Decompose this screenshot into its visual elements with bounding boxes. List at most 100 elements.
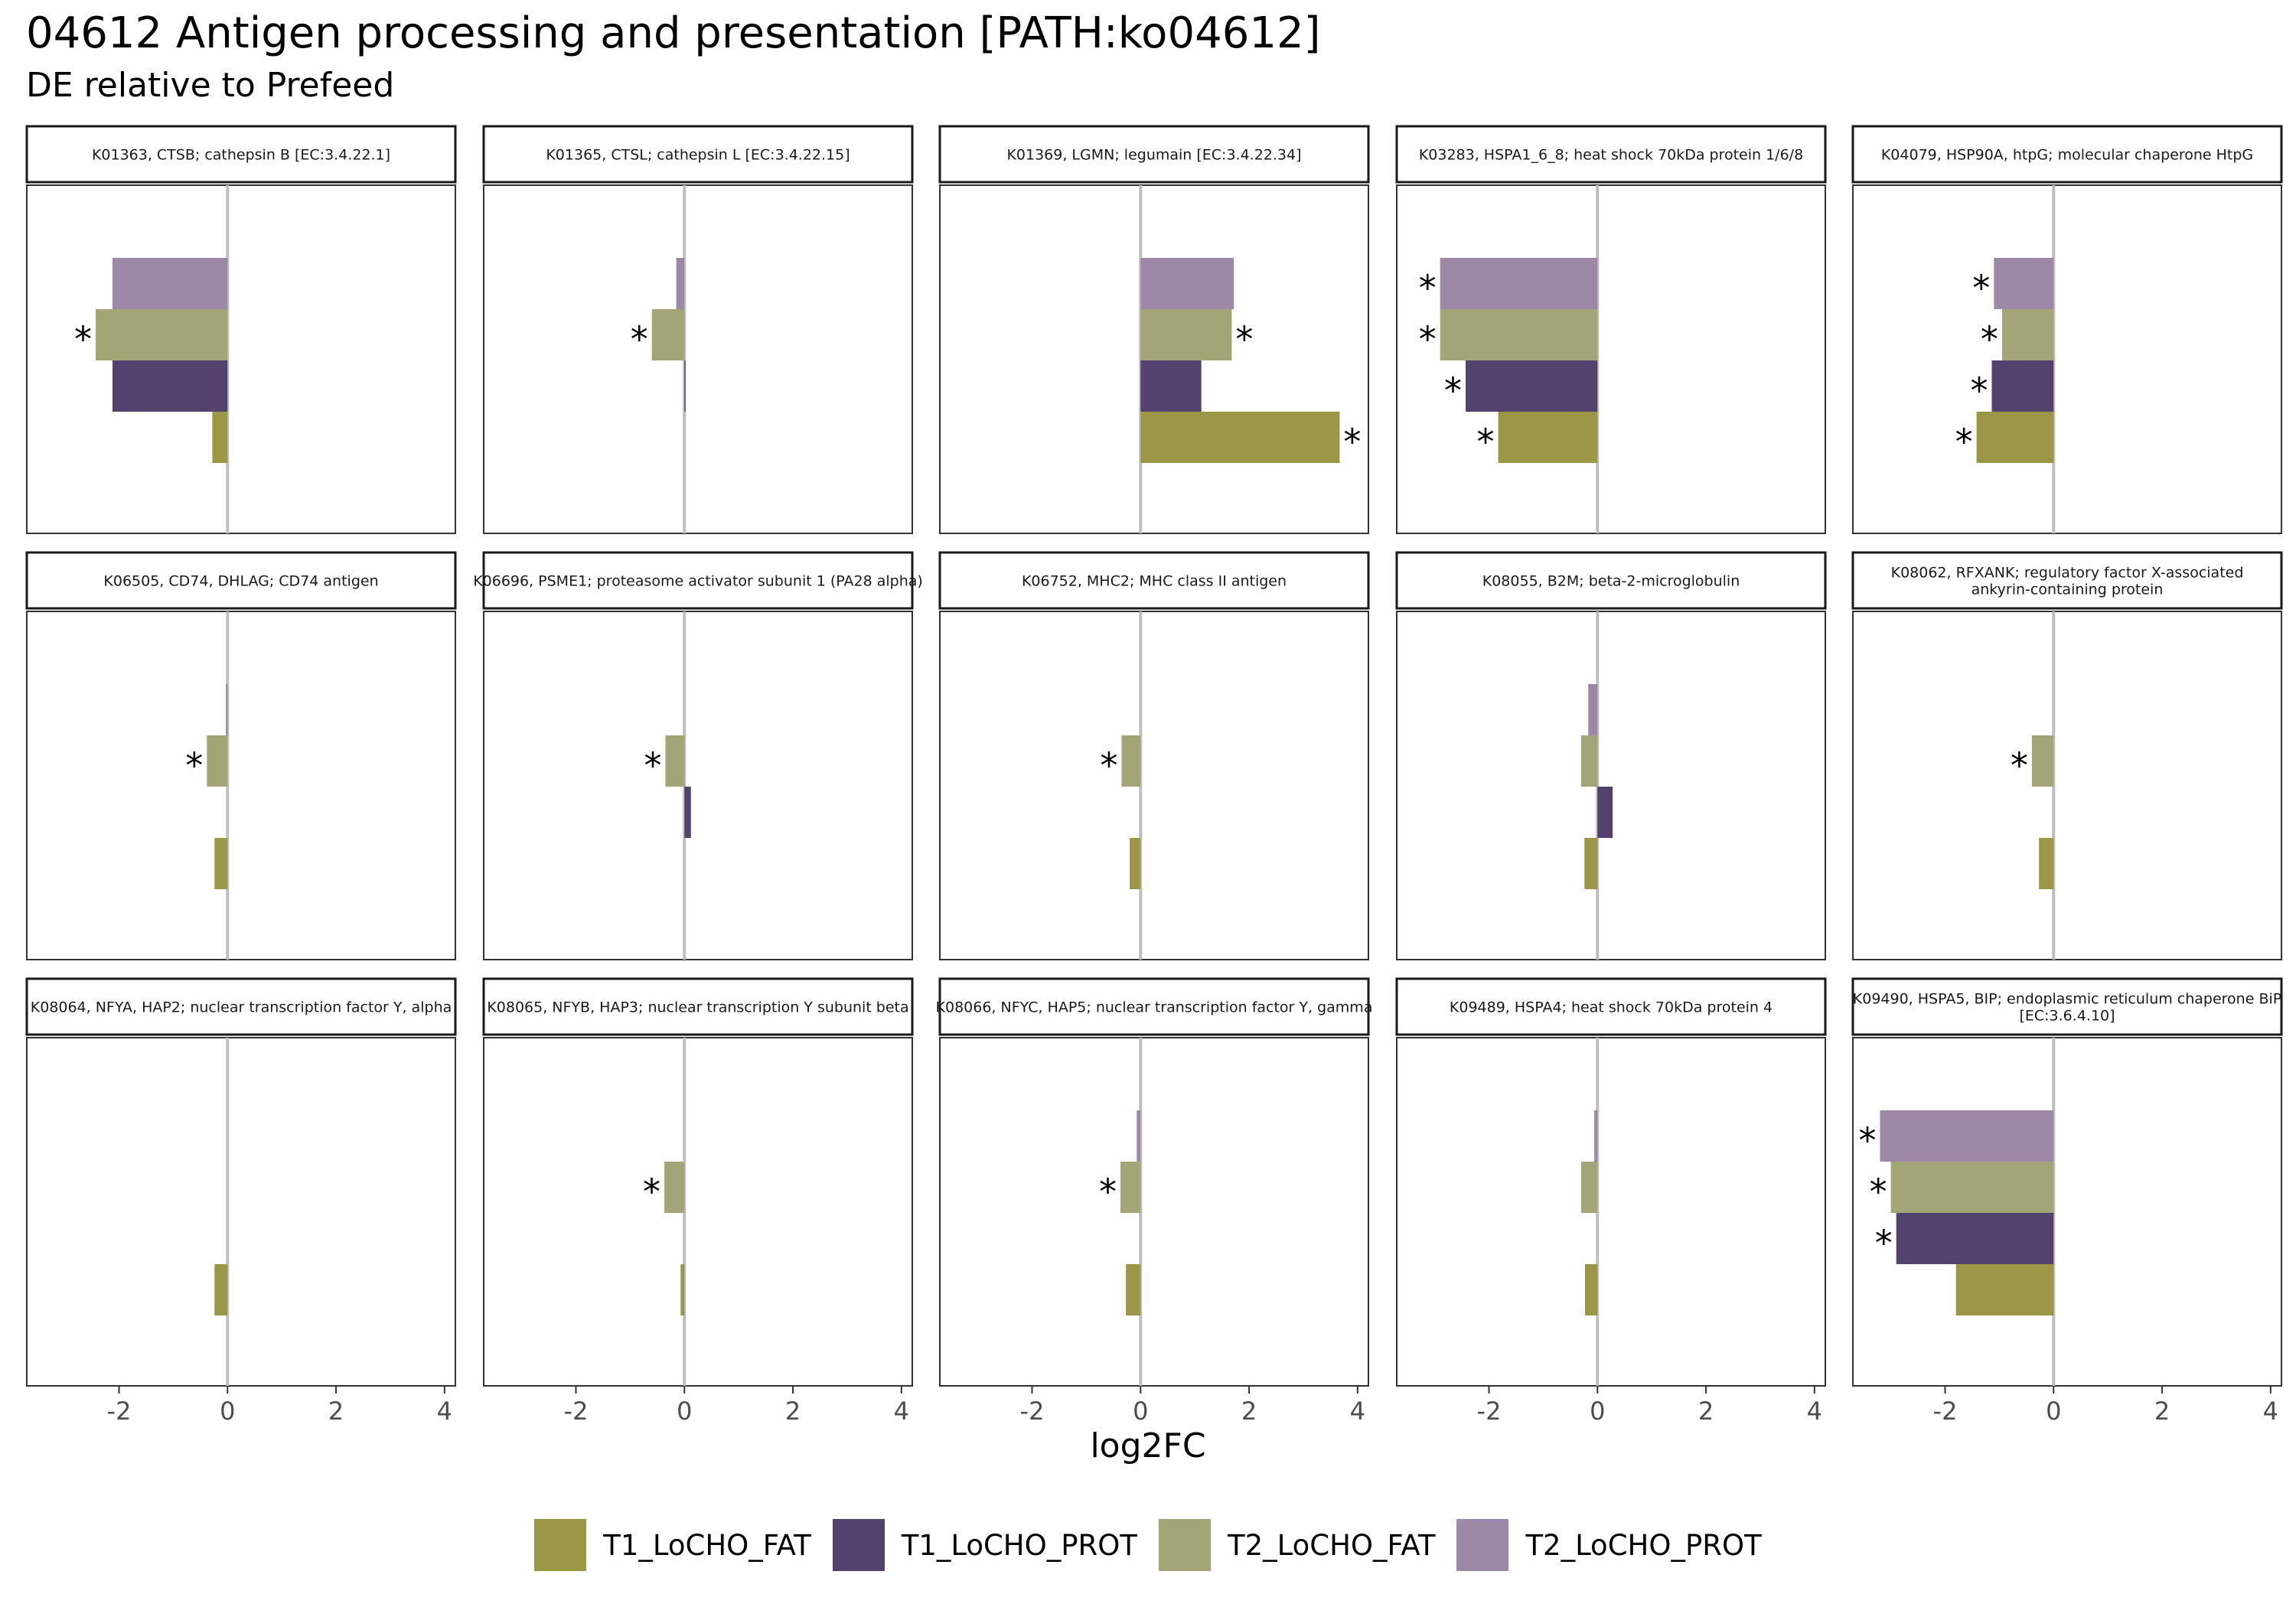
bar-t1-locho-fat [1126, 1264, 1141, 1315]
significance-marker: * [2011, 745, 2028, 787]
significance-marker: * [1419, 319, 1437, 360]
bar-t1-locho-fat [214, 838, 228, 889]
bar-t2-locho-prot [1880, 1110, 2054, 1162]
bar-t2-locho-prot [1588, 684, 1598, 735]
bar-t2-locho-fat [665, 735, 685, 787]
facet-strip-label: K01365, CTSL; cathepsin L [EC:3.4.22.15] [546, 147, 850, 164]
bar-t2-locho-fat [1581, 735, 1598, 787]
bar-t2-locho-fat [1120, 1162, 1141, 1213]
facet-strip-label: K08064, NFYA, HAP2; nuclear transcriptio… [31, 999, 452, 1016]
facet-k09489: K09489, HSPA4; heat shock 70kDa protein … [1395, 977, 1827, 1426]
significance-marker: * [1477, 422, 1495, 463]
bar-t1-locho-prot [684, 360, 686, 412]
bar-t1-locho-fat [1584, 1264, 1598, 1315]
facet-strip [25, 551, 457, 610]
bar-t2-locho-fat [1890, 1162, 2054, 1213]
bar-t1-locho-fat [214, 1264, 228, 1315]
bar-t2-locho-prot [1137, 1110, 1141, 1162]
facet-strip-label: K08062, RFXANK; regulatory factor X-asso… [1891, 565, 2244, 598]
facet-k03283: K03283, HSPA1_6_8; heat shock 70kDa prot… [1395, 125, 1827, 534]
x-axis-label: log2FC [1090, 1426, 1206, 1465]
facet-strip [938, 551, 1370, 610]
facet-strip-label: K09490, HSPA5, BIP; endoplasmic reticulu… [1853, 991, 2281, 1025]
significance-marker: * [1955, 422, 1973, 463]
facet-panel [1396, 1037, 1826, 1387]
significance-marker: * [1100, 745, 1117, 787]
bar-t2-locho-prot [113, 258, 228, 309]
significance-marker: * [1858, 1120, 1876, 1162]
facet-strip [1395, 125, 1827, 184]
facet-strip-label: K08065, NFYB, HAP3; nuclear transcriptio… [487, 999, 908, 1016]
facet-strip [482, 551, 914, 610]
significance-marker: * [1419, 268, 1437, 309]
significance-marker: * [644, 745, 661, 787]
chart-title: 04612 Antigen processing and presentatio… [26, 8, 1321, 58]
significance-marker: * [1444, 370, 1462, 412]
facet-strip [1395, 977, 1827, 1036]
legend-label: T1_LoCHO_FAT [603, 1528, 811, 1562]
facet-k09490: K09490, HSPA5, BIP; endoplasmic reticulu… [1851, 977, 2283, 1426]
significance-marker: * [1343, 422, 1361, 463]
x-tick-label: 4 [1807, 1397, 1822, 1426]
bar-t1-locho-fat [1140, 412, 1340, 463]
facet-strip [1851, 551, 2283, 610]
facet-panel [939, 1037, 1369, 1387]
facet-panel [483, 184, 913, 534]
legend-item-t1-locho-fat: T1_LoCHO_FAT [534, 1519, 811, 1571]
facet-strip-label: K04079, HSP90A, htpG; molecular chaperon… [1881, 147, 2253, 164]
facet-strip-label: K08066, NFYC, HAP5; nuclear transcriptio… [936, 999, 1373, 1016]
bar-t2-locho-fat [2031, 735, 2054, 787]
legend-label: T2_LoCHO_FAT [1228, 1528, 1436, 1562]
x-tick-label: 2 [2154, 1397, 2170, 1426]
bar-t1-locho-prot [113, 360, 228, 412]
facet-strip [482, 125, 914, 184]
facet-panel [1396, 611, 1826, 960]
bar-t1-locho-prot [1896, 1213, 2054, 1264]
bar-t2-locho-prot [1594, 1110, 1598, 1162]
facet-k08055: K08055, B2M; beta-2-microglobulin [1395, 551, 1827, 960]
bar-t2-locho-fat [207, 735, 228, 787]
x-tick-label: -2 [1477, 1397, 1502, 1426]
bar-t1-locho-prot [684, 787, 691, 838]
facet-k08066: K08066, NFYC, HAP5; nuclear transcriptio… [936, 977, 1373, 1426]
x-tick-label: 4 [1350, 1397, 1365, 1426]
legend-key-t2-locho-fat [1159, 1519, 1211, 1571]
facet-k01363: K01363, CTSB; cathepsin B [EC:3.4.22.1] * [25, 125, 457, 534]
bar-t1-locho-fat [1955, 1264, 2054, 1315]
bar-t2-locho-prot [226, 684, 228, 735]
legend-key-t2-locho-prot [1456, 1519, 1509, 1571]
bar-t2-locho-fat [1581, 1162, 1598, 1213]
facet-panel [939, 611, 1369, 960]
bar-t2-locho-prot [1994, 258, 2054, 309]
significance-marker: * [1099, 1172, 1117, 1213]
bar-t1-locho-prot [1140, 360, 1202, 412]
bar-t2-locho-prot [676, 258, 685, 309]
significance-marker: * [643, 1172, 660, 1213]
bar-t1-locho-fat [2039, 838, 2054, 889]
legend-key-t1-locho-prot [832, 1519, 885, 1571]
bar-t2-locho-fat [651, 309, 685, 360]
legend-key-t1-locho-fat [534, 1519, 587, 1571]
facet-k08062: K08062, RFXANK; regulatory factor X-asso… [1851, 551, 2283, 960]
x-tick-label: 0 [1133, 1397, 1148, 1426]
bar-t1-locho-prot [1597, 787, 1613, 838]
chart-subtitle: DE relative to Prefeed [26, 66, 395, 105]
bar-t1-locho-fat [1130, 838, 1141, 889]
legend-item-t2-locho-prot: T2_LoCHO_PROT [1456, 1519, 1762, 1571]
facet-panel [1852, 184, 2282, 534]
facet-strip-label: K01369, LGMN; legumain [EC:3.4.22.34] [1006, 147, 1301, 164]
bar-t2-locho-fat [2001, 309, 2054, 360]
facet-panel [483, 611, 913, 960]
significance-marker: * [631, 319, 648, 360]
facet-k04079: K04079, HSP90A, htpG; molecular chaperon… [1851, 125, 2283, 534]
facet-strip [1851, 125, 2283, 184]
facet-strip-label: K03283, HSPA1_6_8; heat shock 70kDa prot… [1419, 147, 1803, 164]
bar-t2-locho-fat [1140, 309, 1232, 360]
facet-k08065: K08065, NFYB, HAP3; nuclear transcriptio… [482, 977, 914, 1426]
legend-item-t1-locho-prot: T1_LoCHO_PROT [832, 1519, 1137, 1571]
facet-k08064: K08064, NFYA, HAP2; nuclear transcriptio… [25, 977, 457, 1426]
facet-strip [938, 125, 1370, 184]
legend: T1_LoCHO_FAT T1_LoCHO_PROT T2_LoCHO_FAT … [0, 1519, 2296, 1571]
bar-t1-locho-fat [1584, 838, 1598, 889]
bar-t1-locho-fat [212, 412, 228, 463]
